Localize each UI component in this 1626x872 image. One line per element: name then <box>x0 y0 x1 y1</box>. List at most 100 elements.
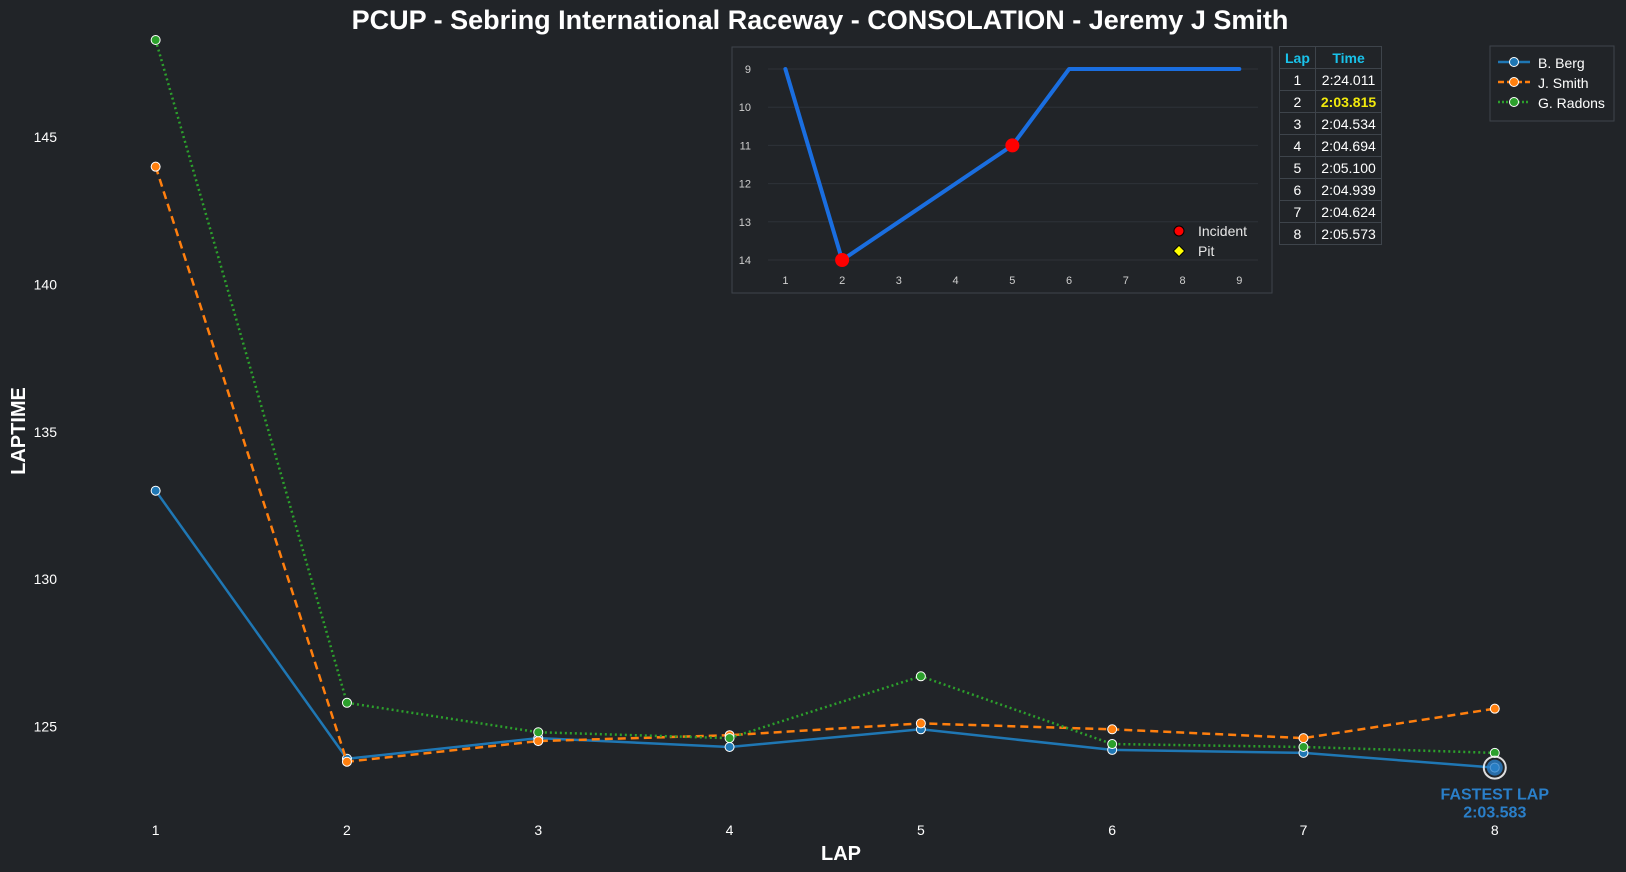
fastest-lap-ring <box>1482 755 1507 780</box>
data-point-g-radons <box>150 35 161 45</box>
table-row: 3 2:04.534 <box>1279 112 1383 135</box>
x-axis-label: LAP <box>821 843 861 865</box>
y-tick-label: 135 <box>34 424 58 440</box>
series-line-b-berg <box>154 489 1495 769</box>
table-cell-lap: 7 <box>1279 200 1316 223</box>
inset-x-tick-label: 3 <box>896 275 902 287</box>
data-point-g-radons <box>915 671 926 682</box>
fastest-lap-annotation: FASTEST LAP 2:03.583 <box>1441 755 1550 822</box>
fastest-lap-label: FASTEST LAP <box>1441 787 1550 804</box>
table-cell-time: 2:05.100 <box>1314 156 1383 179</box>
data-point-j-smith <box>341 756 352 767</box>
table-cell-lap: 2 <box>1279 90 1316 113</box>
y-tick-label: 130 <box>34 571 58 587</box>
table-cell-time-best: 2:03.815 <box>1314 90 1383 113</box>
inset-legend: Incident Pit <box>1172 223 1247 259</box>
y-tick-label: 140 <box>34 276 58 292</box>
x-tick-label: 5 <box>917 822 925 838</box>
inset-x-tick-label: 1 <box>782 275 788 287</box>
x-tick-label: 4 <box>726 822 734 838</box>
y-axis-ticks: 125 130 135 140 145 <box>34 129 58 734</box>
x-tick-label: 2 <box>343 822 351 838</box>
data-point-g-radons <box>1107 739 1118 750</box>
legend-label-j-smith: J. Smith <box>1538 75 1589 91</box>
inset-x-tick-label: 8 <box>1180 275 1186 287</box>
inset-x-tick-label: 9 <box>1236 275 1242 287</box>
inset-y-tick-label: 9 <box>745 64 751 76</box>
inset-y-tick-label: 12 <box>739 179 751 191</box>
y-tick-label: 145 <box>34 129 58 145</box>
table-cell-time: 2:24.011 <box>1314 68 1383 91</box>
table-row: 8 2:05.573 <box>1279 222 1383 245</box>
legend-marker-j-smith <box>1509 77 1519 87</box>
incident-marker <box>835 253 850 267</box>
x-axis-ticks: 1 2 3 4 5 6 7 8 <box>152 822 1499 838</box>
data-point-j-smith <box>533 736 544 747</box>
data-point-j-smith <box>1298 733 1309 744</box>
x-tick-label: 7 <box>1300 822 1308 838</box>
series-layer <box>150 35 1500 773</box>
data-point-j-smith <box>915 718 926 729</box>
table-cell-time: 2:04.694 <box>1314 134 1383 157</box>
legend-label-g-radons: G. Radons <box>1538 95 1605 111</box>
inset-x-tick-label: 5 <box>1009 275 1015 287</box>
inset-markers <box>835 138 1020 267</box>
table-cell-lap: 6 <box>1279 178 1316 201</box>
table-header-row: Lap Time <box>1279 46 1383 69</box>
table-header-time: Time <box>1314 46 1383 69</box>
data-point-g-radons <box>341 697 352 708</box>
x-tick-label: 8 <box>1491 822 1499 838</box>
legend-marker-g-radons <box>1509 97 1519 107</box>
table-row: 1 2:24.011 <box>1279 68 1383 91</box>
table-row: 4 2:04.694 <box>1279 134 1383 157</box>
chart-legend: B. Berg J. Smith G. Radons <box>1489 45 1615 122</box>
x-tick-label: 3 <box>534 822 542 838</box>
data-point-g-radons <box>533 727 544 738</box>
inset-x-tick-label: 6 <box>1066 275 1072 287</box>
table-cell-lap: 8 <box>1279 222 1316 245</box>
incident-marker <box>1005 138 1020 153</box>
lap-time-table: Lap Time 1 2:24.011 2 2:03.815 3 2:04.53… <box>1279 46 1383 245</box>
legend-marker-b-berg <box>1509 57 1519 67</box>
table-cell-time: 2:05.573 <box>1314 222 1383 245</box>
pit-legend-label: Pit <box>1198 243 1214 259</box>
table-row: 7 2:04.624 <box>1279 200 1383 223</box>
y-tick-label: 125 <box>34 718 58 734</box>
inset-x-tick-label: 4 <box>953 275 959 287</box>
data-point-g-radons <box>724 733 735 744</box>
table-row: 6 2:04.939 <box>1279 178 1383 201</box>
x-tick-label: 6 <box>1108 822 1116 838</box>
data-point-j-smith <box>150 161 161 172</box>
chart-title: PCUP - Sebring International Raceway - C… <box>352 5 1289 35</box>
inset-y-tick-label: 14 <box>739 255 751 267</box>
inset-frame <box>731 46 1273 294</box>
data-point-b-berg <box>724 741 735 752</box>
data-point-b-berg <box>150 485 161 496</box>
table-cell-lap: 4 <box>1279 134 1316 157</box>
table-cell-lap: 5 <box>1279 156 1316 179</box>
inset-x-tick-label: 2 <box>839 275 845 287</box>
fastest-lap-time: 2:03.583 <box>1463 805 1526 822</box>
inset-y-tick-label: 13 <box>739 217 751 229</box>
inset-x-ticks: 1 2 3 4 5 6 7 8 9 <box>782 275 1242 287</box>
data-point-g-radons <box>1298 741 1309 752</box>
series-line-g-radons <box>154 39 1495 755</box>
fastest-lap-marker <box>1486 759 1503 776</box>
data-point-j-smith <box>1107 724 1118 735</box>
y-axis-label: LAPTIME <box>8 387 30 475</box>
table-row: 5 2:05.100 <box>1279 156 1383 179</box>
table-cell-time: 2:04.939 <box>1314 178 1383 201</box>
table-row: 2 2:03.815 <box>1279 90 1383 113</box>
table-cell-time: 2:04.624 <box>1314 200 1383 223</box>
legend-label-b-berg: B. Berg <box>1538 55 1585 71</box>
table-cell-lap: 3 <box>1279 112 1316 135</box>
inset-y-tick-label: 11 <box>740 140 751 152</box>
series-line-j-smith <box>154 166 1495 763</box>
pit-legend-icon <box>1172 244 1186 258</box>
incident-legend-icon <box>1173 225 1185 237</box>
table-header-lap: Lap <box>1279 46 1316 69</box>
inset-x-tick-label: 7 <box>1123 275 1129 287</box>
x-tick-label: 1 <box>152 822 160 838</box>
